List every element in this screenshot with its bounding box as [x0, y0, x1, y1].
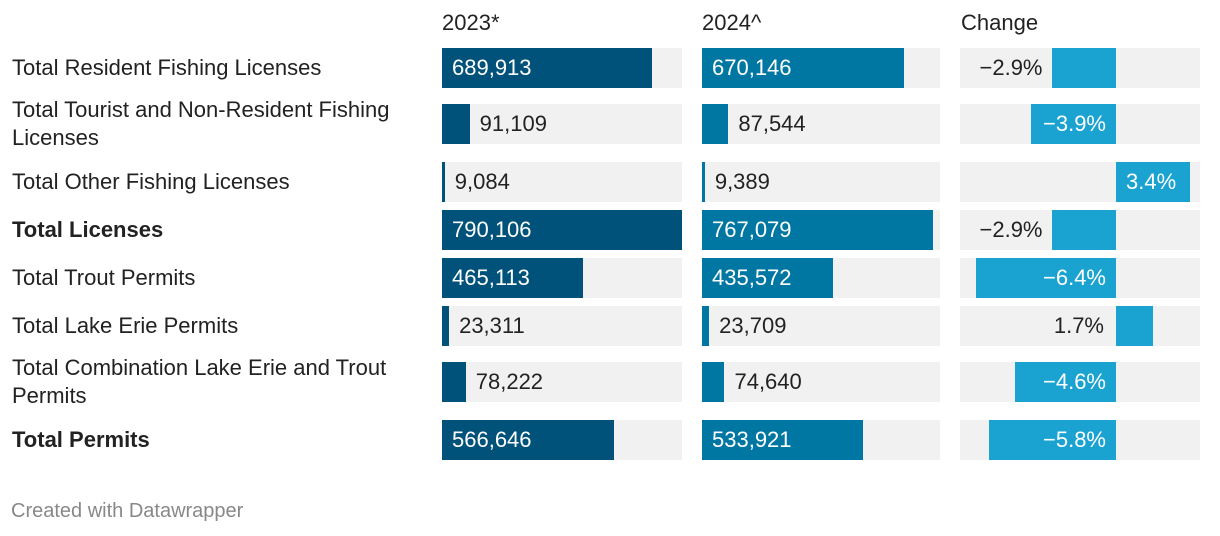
- value-label-change: −6.4%: [1043, 265, 1106, 290]
- track-2023: 566,646: [442, 420, 682, 460]
- bar-2023[interactable]: [442, 362, 466, 402]
- track-change: −2.9%: [960, 210, 1200, 250]
- value-label-2024: 670,146: [712, 55, 792, 80]
- row-label: Total Other Fishing Licenses: [12, 169, 290, 194]
- track-2024: 87,544: [702, 104, 940, 144]
- value-label-2024: 533,921: [712, 427, 792, 452]
- bar-change[interactable]: [975, 258, 1116, 298]
- row-label: Total Resident Fishing Licenses: [12, 55, 322, 80]
- value-label-2023: 78,222: [475, 369, 544, 394]
- track-2024: 23,709: [702, 306, 940, 346]
- bar-change[interactable]: [988, 420, 1116, 460]
- track-2023: 790,106: [442, 210, 682, 250]
- row-label: Total Licenses: [12, 217, 164, 242]
- track-2023: 23,311: [442, 306, 682, 346]
- bar-2024[interactable]: [702, 420, 863, 460]
- col-header-change: Change: [961, 10, 1039, 35]
- bar-2023[interactable]: [442, 420, 615, 460]
- track-change: 1.7%: [960, 306, 1200, 346]
- track-2024: 533,921: [702, 420, 940, 460]
- bar-2023[interactable]: [442, 306, 450, 346]
- track-change: −4.6%: [960, 362, 1200, 402]
- bar-2024[interactable]: [702, 48, 904, 88]
- bar-2023[interactable]: [442, 48, 652, 88]
- track-2024: 435,572: [702, 258, 940, 298]
- bar-2023[interactable]: [442, 104, 470, 144]
- value-label-2023: 91,109: [479, 111, 547, 136]
- row-label: Total Trout Permits: [12, 265, 196, 290]
- track-change: 3.4%: [960, 162, 1200, 202]
- bar-change[interactable]: [1052, 48, 1116, 88]
- row-label: Total Tourist and Non-Resident Fishing L…: [12, 97, 390, 150]
- value-label-change: −5.8%: [1043, 427, 1106, 452]
- track-change: −3.9%: [960, 104, 1200, 144]
- bar-change[interactable]: [1116, 162, 1191, 202]
- value-label-2023: 790,106: [452, 217, 532, 242]
- value-label-2023: 9,084: [454, 169, 510, 194]
- bar-2024[interactable]: [702, 162, 705, 202]
- track-2023: 91,109: [442, 104, 682, 144]
- col-header-2024: 2024^: [702, 10, 762, 35]
- track-2023: 9,084: [442, 162, 682, 202]
- row-label: Total Permits: [12, 427, 150, 452]
- bar-change[interactable]: [1116, 306, 1154, 346]
- value-label-2024: 435,572: [712, 265, 792, 290]
- bar-2023[interactable]: [442, 210, 682, 250]
- value-label-2024: 23,709: [719, 313, 787, 338]
- value-label-change: −4.6%: [1043, 369, 1106, 394]
- footer-credit[interactable]: Created with Datawrapper: [11, 500, 244, 522]
- value-label-2023: 465,113: [452, 265, 530, 290]
- track-2023: 465,113: [442, 258, 682, 298]
- track-2023: 78,222: [442, 362, 682, 402]
- bar-2023[interactable]: [442, 162, 445, 202]
- value-label-2023: 566,646: [452, 427, 532, 452]
- track-change: −2.9%: [960, 48, 1200, 88]
- value-label-2023: 23,311: [459, 313, 525, 338]
- track-change: −5.8%: [960, 420, 1200, 460]
- value-label-2023: 689,913: [452, 55, 532, 80]
- track-2024: 767,079: [702, 210, 940, 250]
- bar-2024[interactable]: [702, 306, 710, 346]
- track-2023: 689,913: [442, 48, 682, 88]
- track-2024: 74,640: [702, 362, 940, 402]
- bar-2024[interactable]: [702, 104, 729, 144]
- col-header-2023: 2023*: [442, 10, 500, 35]
- value-label-change: −3.9%: [1043, 111, 1106, 136]
- value-label-2024: 87,544: [738, 111, 806, 136]
- bar-2024[interactable]: [702, 210, 934, 250]
- track-2024: 670,146: [702, 48, 940, 88]
- track-change: −6.4%: [960, 258, 1200, 298]
- bar-2023[interactable]: [442, 258, 584, 298]
- bar-change[interactable]: [1052, 210, 1116, 250]
- value-label-2024: 74,640: [734, 369, 802, 394]
- value-label-2024: 9,389: [714, 169, 770, 194]
- row-label: Total Combination Lake Erie and Trout Pe…: [12, 355, 387, 408]
- bar-2024[interactable]: [702, 258, 834, 298]
- row-label: Total Lake Erie Permits: [12, 313, 239, 338]
- value-label-2024: 767,079: [712, 217, 792, 242]
- bar-change[interactable]: [1030, 104, 1116, 144]
- bar-2024[interactable]: [702, 362, 725, 402]
- value-label-change: −2.9%: [979, 217, 1043, 242]
- value-label-change: 1.7%: [1053, 313, 1104, 338]
- bar-change[interactable]: [1015, 362, 1116, 402]
- value-label-change: 3.4%: [1126, 169, 1177, 194]
- value-label-change: −2.9%: [979, 55, 1043, 80]
- track-2024: 9,389: [702, 162, 940, 202]
